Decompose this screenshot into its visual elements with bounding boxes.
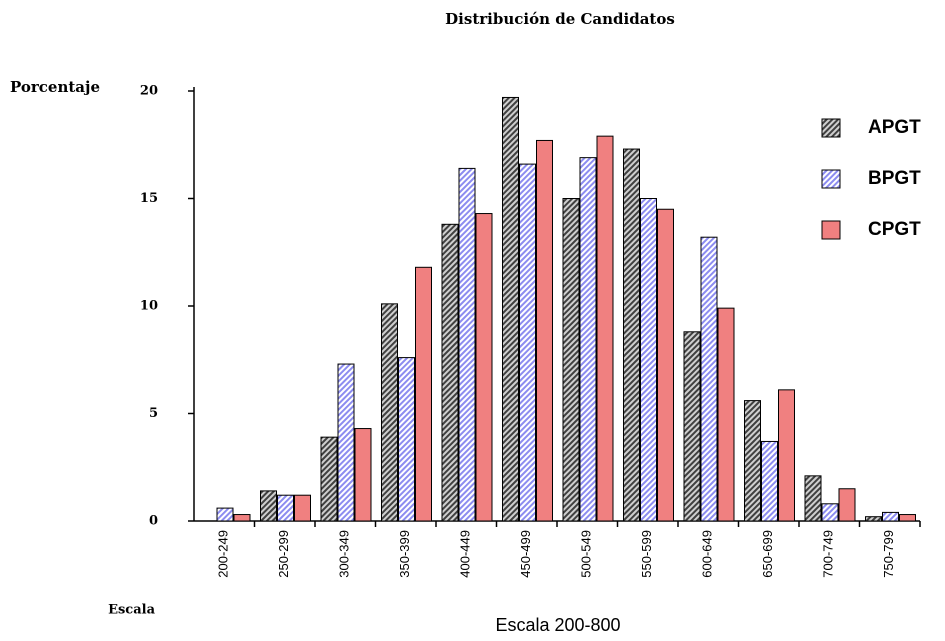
legend-label: CPGT [868, 219, 921, 240]
legend-swatch [821, 220, 841, 240]
legend-swatch [821, 118, 841, 138]
bar [579, 157, 597, 522]
x-tick-label: 200-249 [216, 530, 231, 578]
bar [761, 440, 778, 522]
bar [502, 96, 519, 522]
y-tick-label: 0 [149, 514, 158, 529]
y-tick-label: 15 [140, 191, 158, 206]
bar [899, 514, 916, 522]
bar [398, 357, 415, 522]
bar [821, 503, 839, 522]
bar [882, 511, 899, 522]
bar [536, 139, 553, 522]
bar [640, 198, 657, 522]
x-tick-label: 450-499 [518, 530, 533, 578]
x-tick-label: 400-449 [458, 530, 473, 578]
bar [865, 516, 882, 522]
bar [320, 436, 338, 522]
x-tick-label: 300-349 [337, 530, 352, 578]
x-tick-label: 550-599 [639, 530, 654, 578]
bar [260, 490, 277, 522]
bar [337, 363, 355, 522]
x-tick-label: 600-649 [700, 530, 715, 578]
x-axis-label: Escala 200-800 [495, 615, 620, 635]
bar [778, 389, 795, 522]
y-tick-label: 5 [149, 406, 158, 421]
bar [381, 303, 398, 522]
x-tick-label: 250-299 [276, 530, 291, 578]
bar [596, 135, 614, 522]
legend-label: BPGT [868, 168, 921, 189]
x-tick-label: 750-799 [881, 530, 896, 578]
bar [233, 514, 251, 522]
chart-title: Distribución de Candidatos [445, 10, 675, 28]
x-axis-name: Escala [108, 603, 156, 618]
bar [216, 507, 234, 522]
x-tick-label: 650-699 [760, 530, 775, 578]
bar [354, 428, 372, 522]
bar [415, 266, 432, 522]
bar [519, 163, 536, 522]
bar [683, 331, 701, 522]
bar [458, 167, 476, 522]
legend-swatch [821, 169, 841, 189]
bar [804, 475, 822, 522]
y-axis-label: Porcentaje [10, 78, 100, 96]
bar [700, 236, 718, 522]
bar [475, 213, 493, 522]
bar [441, 223, 459, 522]
x-tick-label: 700-749 [821, 530, 836, 578]
bar [623, 148, 640, 522]
y-tick-label: 10 [140, 299, 158, 314]
bar [657, 208, 674, 522]
bar [744, 400, 761, 522]
bar [717, 307, 735, 522]
x-tick-label: 500-549 [579, 530, 594, 578]
x-tick-label: 350-399 [397, 530, 412, 578]
y-tick-label: 20 [140, 84, 158, 99]
legend-label: APGT [868, 117, 921, 138]
bar [562, 198, 580, 522]
bar [838, 488, 856, 522]
bar [277, 494, 294, 522]
bar [294, 494, 311, 522]
